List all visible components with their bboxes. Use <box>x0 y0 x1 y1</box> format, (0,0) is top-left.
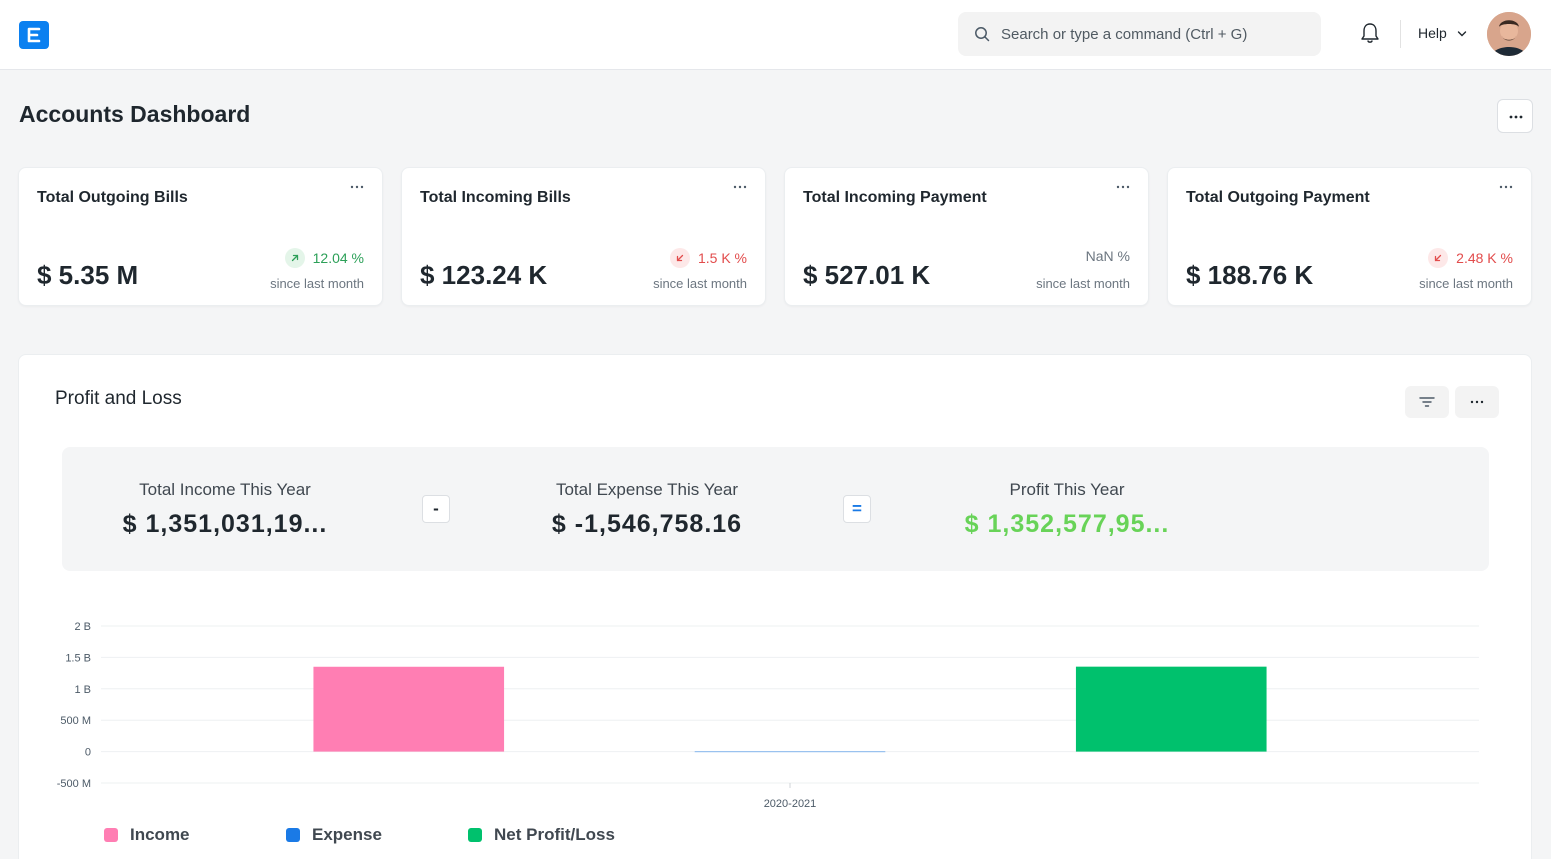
profit-label: Profit This Year <box>1009 480 1125 499</box>
legend-label: Income <box>130 825 190 844</box>
legend-label: Net Profit/Loss <box>494 825 615 844</box>
card-menu-icon[interactable] <box>350 184 364 190</box>
app-logo[interactable] <box>19 21 49 49</box>
y-tick-label: 2 B <box>74 621 91 633</box>
card-change: 1.5 K % <box>669 248 747 268</box>
card-change-value: 2.48 K % <box>1456 250 1513 266</box>
y-tick-label: -500 M <box>57 778 91 790</box>
card-title: Total Outgoing Payment <box>1186 189 1370 206</box>
card-total-outgoing-bills: Total Outgoing Bills $ 5.35 M 12.04 % si… <box>18 167 383 306</box>
card-change: 2.48 K % <box>1428 248 1513 268</box>
card-value: $ 527.01 K <box>803 260 931 290</box>
page-title: Accounts Dashboard <box>19 101 251 127</box>
navbar-divider <box>1400 20 1401 48</box>
y-tick-label: 1 B <box>74 684 91 696</box>
legend-label: Expense <box>312 825 382 844</box>
card-change-value: 1.5 K % <box>697 250 747 266</box>
expense-value: $ -1,546,758.16 <box>551 510 743 538</box>
more-icon <box>1470 400 1484 404</box>
card-change-value: NaN % <box>1085 248 1130 264</box>
arrow-up-right-icon <box>284 248 305 268</box>
panel-title: Profit and Loss <box>55 388 182 409</box>
help-menu[interactable]: Help <box>1418 25 1447 41</box>
bar-income[interactable] <box>313 666 505 752</box>
legend-swatch-net <box>468 828 482 842</box>
equals-operator: = <box>843 495 871 523</box>
profit-loss-chart: 2 B 1.5 B 1 B 500 M 0 -500 M 2020-2021 <box>57 621 1479 810</box>
income-label: Total Income This Year <box>139 480 311 499</box>
navbar: Search or type a command (Ctrl + G) Help <box>0 0 1551 70</box>
search-placeholder: Search or type a command (Ctrl + G) <box>1001 26 1248 43</box>
card-change: 12.04 % <box>284 248 364 268</box>
profit-and-loss-panel: Profit and Loss Total Income This Year $… <box>18 354 1532 859</box>
card-title: Total Incoming Bills <box>420 189 571 206</box>
profit-value: $ 1,352,577,95... <box>964 510 1170 538</box>
card-menu-icon[interactable] <box>1499 184 1513 190</box>
card-value: $ 188.76 K <box>1186 260 1314 290</box>
legend-swatch-income <box>104 828 118 842</box>
y-tick-label: 0 <box>85 747 91 759</box>
filter-icon <box>1419 397 1435 407</box>
bar-net-profit-loss[interactable] <box>1075 666 1267 752</box>
card-since: since last month <box>653 276 747 291</box>
legend-net-profit-loss[interactable]: Net Profit/Loss <box>468 825 615 845</box>
user-avatar[interactable] <box>1487 12 1531 56</box>
y-tick-label: 1.5 B <box>65 652 91 664</box>
logo-e-icon <box>27 27 41 43</box>
arrow-down-left-icon <box>1428 248 1449 268</box>
bar-expense[interactable] <box>694 751 886 753</box>
more-icon <box>1509 115 1523 119</box>
card-change-value: 12.04 % <box>312 250 364 266</box>
avatar-image <box>1487 12 1531 56</box>
card-since: since last month <box>1036 276 1130 291</box>
card-total-outgoing-payment: Total Outgoing Payment $ 188.76 K 2.48 K… <box>1167 167 1532 306</box>
card-value: $ 123.24 K <box>420 260 548 290</box>
filter-button[interactable] <box>1405 386 1449 418</box>
notification-bell-icon[interactable] <box>1360 22 1380 44</box>
expense-label: Total Expense This Year <box>555 480 739 499</box>
profit-loss-summary: Total Income This Year $ 1,351,031,19...… <box>62 447 1489 571</box>
x-tick-label: 2020-2021 <box>764 798 817 810</box>
search-bar[interactable]: Search or type a command (Ctrl + G) <box>958 12 1321 56</box>
card-total-incoming-bills: Total Incoming Bills $ 123.24 K 1.5 K % … <box>401 167 766 306</box>
panel-menu-button[interactable] <box>1455 386 1499 418</box>
profit-summary: Profit This Year $ 1,352,577,95... <box>942 480 1192 539</box>
arrow-down-left-icon <box>669 248 690 268</box>
card-since: since last month <box>270 276 364 291</box>
y-tick-label: 500 M <box>60 715 91 727</box>
card-menu-icon[interactable] <box>733 184 747 190</box>
card-title: Total Outgoing Bills <box>37 189 188 206</box>
chevron-down-icon[interactable] <box>1457 30 1467 38</box>
card-value: $ 5.35 M <box>37 260 139 290</box>
card-total-incoming-payment: Total Incoming Payment $ 527.01 K NaN % … <box>784 167 1149 306</box>
search-icon <box>975 27 990 42</box>
legend-expense[interactable]: Expense <box>286 825 382 845</box>
card-menu-icon[interactable] <box>1116 184 1130 190</box>
card-since: since last month <box>1419 276 1513 291</box>
legend-income[interactable]: Income <box>104 825 190 845</box>
expense-summary: Total Expense This Year $ -1,546,758.16 <box>522 480 772 539</box>
card-title: Total Incoming Payment <box>803 189 987 206</box>
legend-swatch-expense <box>286 828 300 842</box>
card-change: NaN % <box>1086 248 1130 264</box>
page-menu-button[interactable] <box>1497 99 1533 133</box>
minus-operator: - <box>422 495 450 523</box>
income-summary: Total Income This Year $ 1,351,031,19... <box>105 480 345 539</box>
income-value: $ 1,351,031,19... <box>122 510 328 538</box>
